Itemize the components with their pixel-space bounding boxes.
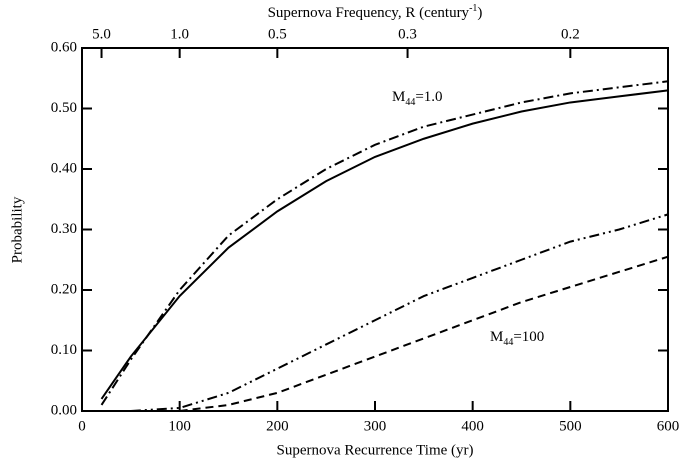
x2-tick-label: 0.3 (398, 26, 417, 42)
x-tick-label: 600 (657, 418, 680, 434)
annotation: M44=100 (490, 329, 544, 348)
y-axis-label: Probability (9, 196, 25, 263)
y-tick-label: 0.10 (51, 342, 77, 358)
annotation-rest: =100 (513, 329, 544, 345)
x-tick-label: 200 (266, 418, 289, 434)
x2-label-end: ) (477, 5, 482, 21)
annotation-sub: 44 (405, 97, 415, 108)
x2-tick-label: 0.2 (561, 26, 580, 42)
annotation-text: M (490, 329, 503, 345)
x2-tick-label: 5.0 (92, 26, 111, 42)
y-tick-label: 0.50 (51, 100, 77, 116)
series-line (130, 213, 669, 412)
series-line (100, 80, 669, 406)
annotation-sub: 44 (503, 337, 513, 348)
annotation-text: M (392, 89, 405, 105)
x2-label-sup: -1 (469, 3, 477, 14)
x2-tick-label: 1.0 (170, 26, 189, 42)
y-tick-label: 0.40 (51, 160, 77, 176)
y-tick-label: 0.30 (51, 221, 77, 237)
annotation-rest: =1.0 (415, 89, 442, 105)
y-tick-label: 0.20 (51, 281, 77, 297)
series-line (179, 255, 669, 412)
x-tick-label: 500 (559, 418, 582, 434)
x-tick-label: 400 (461, 418, 484, 434)
x-tick-label: 100 (168, 418, 191, 434)
y-tick-label: 0.00 (51, 402, 77, 418)
y-tick-label: 0.60 (51, 39, 77, 55)
x2-label-text: Supernova Frequency, R (century (268, 5, 470, 21)
series-line (100, 89, 669, 400)
x2-tick-label: 0.5 (268, 26, 287, 42)
x2-axis-label: Supernova Frequency, R (century-1) (268, 3, 483, 21)
x-tick-label: 0 (78, 418, 86, 434)
x-axis-label: Supernova Recurrence Time (yr) (276, 442, 473, 458)
plot-frame (81, 47, 669, 412)
annotation: M44=1.0 (392, 89, 443, 108)
x-tick-label: 300 (364, 418, 387, 434)
